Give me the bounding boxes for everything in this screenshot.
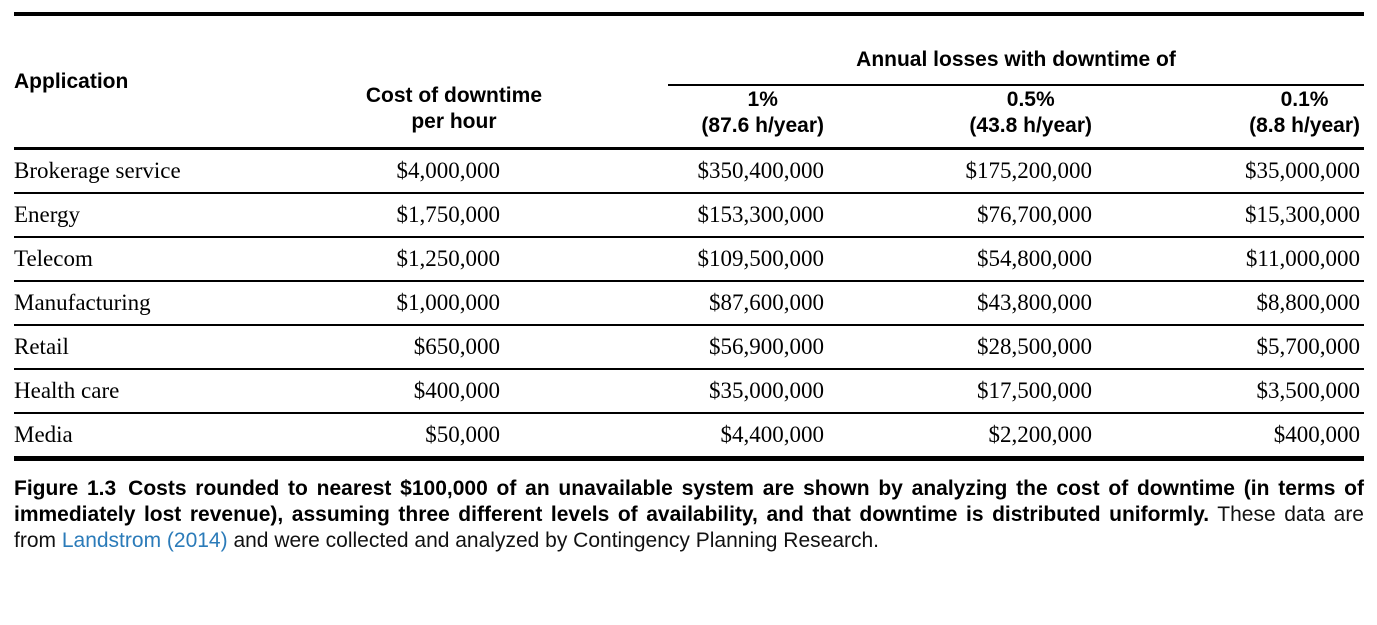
table-row-energy: Energy $1,750,000 $153,300,000 $76,700,0… bbox=[14, 191, 1364, 237]
cell-loss-1-percent: $87,600,000 bbox=[548, 279, 828, 325]
cell-cost-per-hour: $400,000 bbox=[300, 367, 548, 413]
cell-cost-per-hour: $650,000 bbox=[300, 323, 548, 369]
table-row-media: Media $50,000 $4,400,000 $2,200,000 $400… bbox=[14, 411, 1364, 458]
cell-loss-0-5-percent: $2,200,000 bbox=[828, 411, 1096, 458]
cell-loss-0-1-percent: $5,700,000 bbox=[1096, 323, 1364, 369]
table-row-brokerage: Brokerage service $4,000,000 $350,400,00… bbox=[14, 147, 1364, 193]
cell-loss-0-1-percent: $35,000,000 bbox=[1096, 147, 1364, 193]
row-label: Manufacturing bbox=[14, 279, 300, 325]
cell-loss-1-percent: $56,900,000 bbox=[548, 323, 828, 369]
cell-loss-0-1-percent: $8,800,000 bbox=[1096, 279, 1364, 325]
row-label: Brokerage service bbox=[14, 147, 300, 193]
citation-link-landstrom[interactable]: Landstrom (2014) bbox=[61, 528, 228, 552]
col-header-cost-line1: Cost of downtime bbox=[365, 83, 542, 107]
col-header-0-1-percent-sub: (8.8 h/year) bbox=[1249, 113, 1360, 137]
figure-caption: Figure 1.3 Costs rounded to nearest $100,… bbox=[14, 476, 1364, 554]
row-label: Health care bbox=[14, 367, 300, 413]
table-row-retail: Retail $650,000 $56,900,000 $28,500,000 … bbox=[14, 323, 1364, 369]
col-header-0-5-percent-sub: (43.8 h/year) bbox=[969, 113, 1092, 137]
col-header-application: Application bbox=[14, 14, 300, 150]
col-header-cost-block: Cost of downtime per hour bbox=[366, 83, 542, 135]
cell-loss-0-1-percent: $3,500,000 bbox=[1096, 367, 1364, 413]
caption-bold-text: Costs rounded to nearest $100,000 of an … bbox=[14, 476, 1365, 526]
cell-cost-per-hour: $4,000,000 bbox=[300, 147, 548, 193]
row-label: Energy bbox=[14, 191, 300, 237]
cell-loss-0-5-percent: $43,800,000 bbox=[828, 279, 1096, 325]
cell-loss-0-5-percent: $175,200,000 bbox=[828, 147, 1096, 193]
table-header: Application Cost of downtime per hour Ann… bbox=[14, 14, 1364, 150]
col-header-1-percent: 1% (87.6 h/year) bbox=[548, 86, 828, 150]
caption-text-after-link: and were collected and analyzed by Conti… bbox=[227, 528, 880, 552]
cell-cost-per-hour: $1,750,000 bbox=[300, 191, 548, 237]
cell-cost-per-hour: $50,000 bbox=[300, 411, 548, 458]
cell-loss-1-percent: $109,500,000 bbox=[548, 235, 828, 281]
cell-loss-0-5-percent: $54,800,000 bbox=[828, 235, 1096, 281]
cell-cost-per-hour: $1,000,000 bbox=[300, 279, 548, 325]
figure-number: Figure 1.3 bbox=[14, 476, 117, 500]
col-header-0-5-percent: 0.5% (43.8 h/year) bbox=[828, 86, 1096, 150]
cell-cost-per-hour: $1,250,000 bbox=[300, 235, 548, 281]
group-header-annual-losses: Annual losses with downtime of bbox=[548, 14, 1364, 86]
figure-page: Application Cost of downtime per hour Ann… bbox=[14, 12, 1364, 554]
table-row-telecom: Telecom $1,250,000 $109,500,000 $54,800,… bbox=[14, 235, 1364, 281]
table-row-manufacturing: Manufacturing $1,000,000 $87,600,000 $43… bbox=[14, 279, 1364, 325]
cell-loss-0-1-percent: $15,300,000 bbox=[1096, 191, 1364, 237]
cell-loss-1-percent: $35,000,000 bbox=[548, 367, 828, 413]
table-row-health-care: Health care $400,000 $35,000,000 $17,500… bbox=[14, 367, 1364, 413]
col-header-cost-line2: per hour bbox=[411, 109, 497, 133]
col-header-cost-per-hour: Cost of downtime per hour bbox=[300, 14, 548, 150]
cell-loss-1-percent: $350,400,000 bbox=[548, 147, 828, 193]
row-label: Media bbox=[14, 411, 300, 458]
row-label: Telecom bbox=[14, 235, 300, 281]
col-header-application-label: Application bbox=[14, 70, 129, 94]
cell-loss-1-percent: $4,400,000 bbox=[548, 411, 828, 458]
downtime-cost-table: Application Cost of downtime per hour Ann… bbox=[14, 12, 1364, 461]
cell-loss-0-5-percent: $76,700,000 bbox=[828, 191, 1096, 237]
cell-loss-0-1-percent: $400,000 bbox=[1096, 411, 1364, 458]
table-body: Brokerage service $4,000,000 $350,400,00… bbox=[14, 147, 1364, 458]
col-header-0-1-percent: 0.1% (8.8 h/year) bbox=[1096, 86, 1364, 150]
cell-loss-0-5-percent: $28,500,000 bbox=[828, 323, 1096, 369]
caption-text-before-link: These data are from bbox=[14, 502, 1364, 552]
cell-loss-0-1-percent: $11,000,000 bbox=[1096, 235, 1364, 281]
cell-loss-1-percent: $153,300,000 bbox=[548, 191, 828, 237]
cell-loss-0-5-percent: $17,500,000 bbox=[828, 367, 1096, 413]
col-header-0-1-percent-label: 0.1% bbox=[1280, 87, 1329, 111]
col-header-1-percent-label: 1% bbox=[747, 87, 778, 111]
group-header-annual-losses-label: Annual losses with downtime of bbox=[668, 29, 1364, 86]
row-label: Retail bbox=[14, 323, 300, 369]
col-header-0-5-percent-label: 0.5% bbox=[1006, 87, 1055, 111]
col-header-1-percent-sub: (87.6 h/year) bbox=[701, 113, 824, 137]
